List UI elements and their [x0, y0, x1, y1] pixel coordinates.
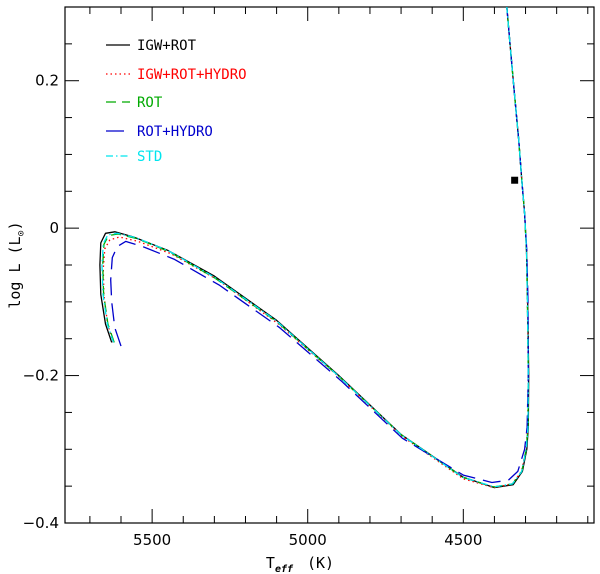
- y-tick-label: −0.2: [23, 367, 59, 385]
- legend-label: STD: [137, 149, 162, 165]
- x-tick-label: 4500: [444, 531, 482, 549]
- x-axis-label-unit: (K): [307, 554, 334, 572]
- tick-labels: 5500 5000 4500 0.2 0 −0.2 −0.4: [23, 72, 483, 549]
- series-line-igw-rot-hydro: [102, 7, 529, 489]
- x-tick-label: 5500: [133, 531, 171, 549]
- series-line-std: [101, 7, 529, 488]
- y-axis-label-close: ): [6, 221, 24, 230]
- track-marker: [511, 176, 519, 184]
- y-tick-label: −0.4: [23, 514, 59, 532]
- x-tick-label: 5000: [289, 531, 327, 549]
- x-axis-label: Teff (K): [266, 554, 334, 574]
- axis-ticks: [65, 7, 594, 524]
- y-tick-label: 0.2: [35, 72, 59, 90]
- legend-label: IGW+ROT+HYDRO: [137, 67, 247, 83]
- legend-label: ROT+HYDRO: [137, 124, 213, 140]
- plot-frame: [64, 6, 595, 524]
- legend: IGW+ROT IGW+ROT+HYDRO ROT ROT+HYDRO STD: [106, 38, 247, 165]
- series-layer: [99, 7, 530, 489]
- x-axis-label-main: T: [266, 554, 275, 572]
- y-axis-label: log L (L⊙): [6, 221, 27, 308]
- y-axis-label-main: log L (L: [6, 236, 24, 308]
- legend-label: IGW+ROT: [137, 38, 197, 54]
- legend-label: ROT: [137, 95, 163, 111]
- marker-layer: [511, 176, 519, 184]
- y-tick-label: 0: [49, 219, 59, 237]
- x-axis-label-sub: eff: [275, 564, 294, 574]
- y-axis-label-symbol: ⊙: [16, 230, 27, 236]
